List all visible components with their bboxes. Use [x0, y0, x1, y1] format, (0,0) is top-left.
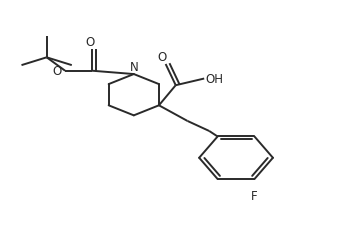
- Text: O: O: [86, 36, 95, 49]
- Text: OH: OH: [206, 73, 224, 86]
- Text: F: F: [251, 189, 258, 202]
- Text: O: O: [158, 51, 167, 64]
- Text: O: O: [52, 65, 62, 78]
- Text: N: N: [129, 61, 138, 74]
